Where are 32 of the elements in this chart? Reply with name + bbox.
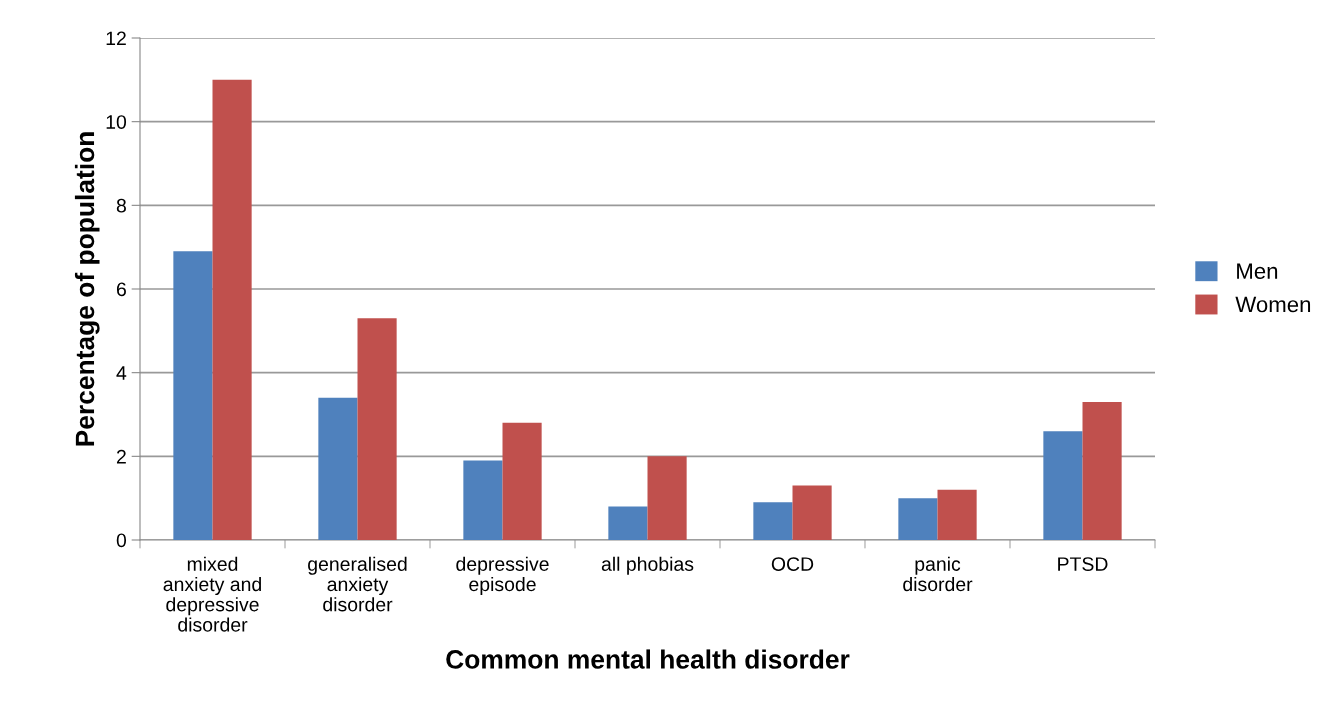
y-tick-label: 6	[116, 282, 126, 297]
bar	[647, 456, 687, 540]
bar	[357, 318, 397, 540]
x-tick-label: all phobias	[601, 556, 694, 575]
bar	[1043, 431, 1083, 540]
bar	[318, 397, 358, 540]
y-axis-title: Percentage of population	[74, 132, 100, 446]
bar	[1082, 401, 1122, 540]
x-tick-label: mixed anxiety and depressive disorder	[163, 556, 261, 632]
bar	[792, 485, 832, 540]
legend-label: Men	[1237, 263, 1278, 280]
bar	[173, 251, 213, 540]
y-tick-label: 2	[116, 449, 126, 464]
bar	[608, 506, 648, 540]
x-tick-label: generalised anxiety disorder	[308, 556, 407, 612]
y-tick-label: 8	[116, 198, 126, 213]
x-tick-label: depressive episode	[456, 556, 549, 596]
y-tick-label: 10	[106, 115, 127, 129]
x-tick-label: PTSD	[1058, 557, 1108, 571]
y-tick-label: 12	[106, 31, 126, 46]
bar	[753, 502, 793, 540]
bar	[898, 498, 938, 540]
y-tick-label: 4	[116, 366, 127, 380]
x-tick-label: OCD	[771, 557, 814, 571]
legend-label: Women	[1235, 296, 1311, 313]
bar	[212, 79, 252, 540]
bar	[937, 489, 977, 540]
bar	[502, 422, 542, 540]
y-tick-label: 0	[116, 533, 127, 548]
bar	[463, 460, 503, 540]
x-axis-title: Common mental health disorder	[446, 649, 850, 669]
x-tick-label: panic disorder	[903, 556, 973, 592]
